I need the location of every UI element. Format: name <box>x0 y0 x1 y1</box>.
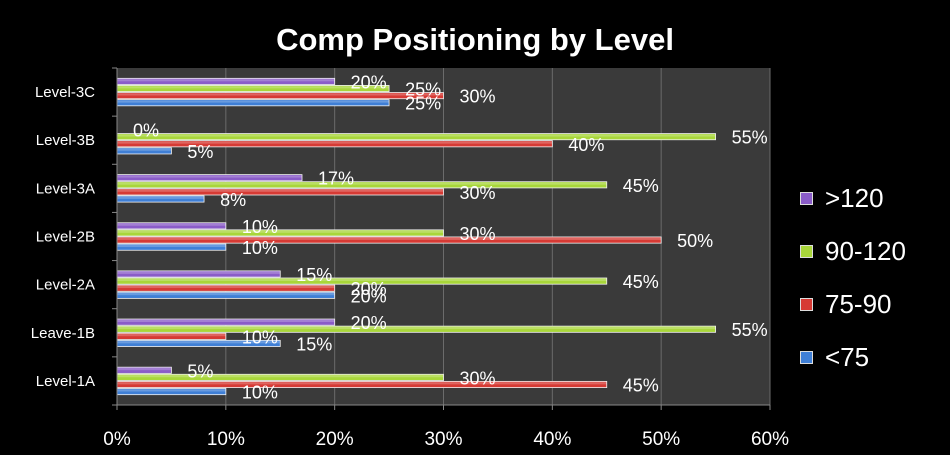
data-label: 5% <box>187 142 213 162</box>
data-label: 20% <box>351 72 387 92</box>
data-label: 10% <box>242 383 278 403</box>
data-label: 45% <box>623 375 659 395</box>
category-label: Level-3A <box>36 180 95 197</box>
bar-highlight <box>117 367 172 371</box>
bar-highlight <box>117 244 226 248</box>
data-label: 30% <box>460 368 496 388</box>
bar-highlight <box>117 141 553 144</box>
legend-item: 75-90 <box>800 278 906 331</box>
data-label: 20% <box>351 286 387 306</box>
legend-swatch <box>800 192 813 205</box>
x-tick-label: 10% <box>207 429 245 450</box>
bar-highlight <box>117 326 716 330</box>
x-tick-label: 40% <box>533 429 571 450</box>
bar-highlight <box>117 334 226 337</box>
bar-highlight <box>117 389 226 392</box>
data-label: 50% <box>677 231 713 251</box>
bar-highlight <box>117 175 303 178</box>
category-label: Level-2B <box>36 229 95 246</box>
x-tick-label: 20% <box>316 429 354 450</box>
legend-label: 75-90 <box>825 289 892 319</box>
data-label: 5% <box>187 361 213 381</box>
chart-title: Comp Positioning by Level <box>276 22 674 57</box>
x-tick-label: 50% <box>642 429 680 450</box>
bar-highlight <box>117 382 607 385</box>
legend-label: >120 <box>825 183 884 213</box>
category-label: Level-2A <box>36 277 95 294</box>
bar-highlight <box>117 292 335 296</box>
data-label: 15% <box>296 334 332 354</box>
data-label: 30% <box>460 183 496 203</box>
bar-highlight <box>117 86 390 89</box>
bar-highlight <box>117 278 607 281</box>
data-label: 10% <box>242 217 278 237</box>
bar-highlight <box>117 196 205 199</box>
category-label: Level-3C <box>35 84 95 101</box>
legend-swatch <box>800 351 813 364</box>
data-label: 25% <box>405 94 441 114</box>
bar-highlight <box>117 93 444 96</box>
legend: >120 90-120 75-90 <75 <box>800 172 906 384</box>
bar-highlight <box>117 189 444 192</box>
x-tick-label: 0% <box>103 429 131 450</box>
data-label: 20% <box>351 279 387 299</box>
data-label: 45% <box>623 176 659 196</box>
legend-item: >120 <box>800 172 906 225</box>
x-tick-label: 30% <box>424 429 462 450</box>
bar-highlight <box>117 223 226 226</box>
data-label: 55% <box>732 128 768 148</box>
y-axis: Level-1A Leave-1B Level-2A Level-2B Level-3A… <box>31 67 118 406</box>
data-label: 30% <box>460 224 496 244</box>
data-label: 55% <box>732 320 768 340</box>
bar-highlight <box>117 100 390 103</box>
data-label: 45% <box>623 272 659 292</box>
bar-highlight <box>117 319 335 323</box>
gridlines <box>225 68 771 405</box>
bar-highlight <box>117 237 662 240</box>
bar-highlight <box>117 230 444 233</box>
bar-highlight <box>117 134 716 137</box>
legend-swatch <box>800 298 813 311</box>
category-label: Leave-1B <box>31 325 95 342</box>
bar-highlight <box>117 285 335 289</box>
bar-highlight <box>117 79 335 82</box>
legend-item: <75 <box>800 331 906 384</box>
bar-highlight <box>117 271 281 274</box>
data-label: 17% <box>318 169 354 189</box>
bar-highlight <box>117 148 172 151</box>
x-tick-label: 60% <box>751 429 789 450</box>
bars <box>116 77 716 396</box>
legend-swatch <box>800 245 813 258</box>
legend-label: 90-120 <box>825 236 906 266</box>
category-label: Level-3B <box>36 132 95 149</box>
bar-highlight <box>117 182 607 185</box>
legend-label: <75 <box>825 342 870 372</box>
data-label: 40% <box>568 135 604 155</box>
legend-item: 90-120 <box>800 225 906 278</box>
data-label: 30% <box>460 87 496 107</box>
category-label: Level-1A <box>36 373 95 390</box>
data-label: 20% <box>351 313 387 333</box>
bar-highlight <box>117 375 444 378</box>
data-label: 10% <box>242 238 278 258</box>
x-axis: 0% 10% 20% 30% 40% 50% 60% <box>103 404 789 450</box>
data-label: 0% <box>133 121 159 141</box>
bar-highlight <box>117 341 281 344</box>
data-label: 10% <box>242 327 278 347</box>
data-label: 25% <box>405 80 441 100</box>
data-label: 15% <box>296 265 332 285</box>
data-label: 8% <box>220 190 246 210</box>
data-labels: 10% 45%30%5%15%10% 55%20%20%20% 45%15%10% 50… <box>133 72 768 402</box>
